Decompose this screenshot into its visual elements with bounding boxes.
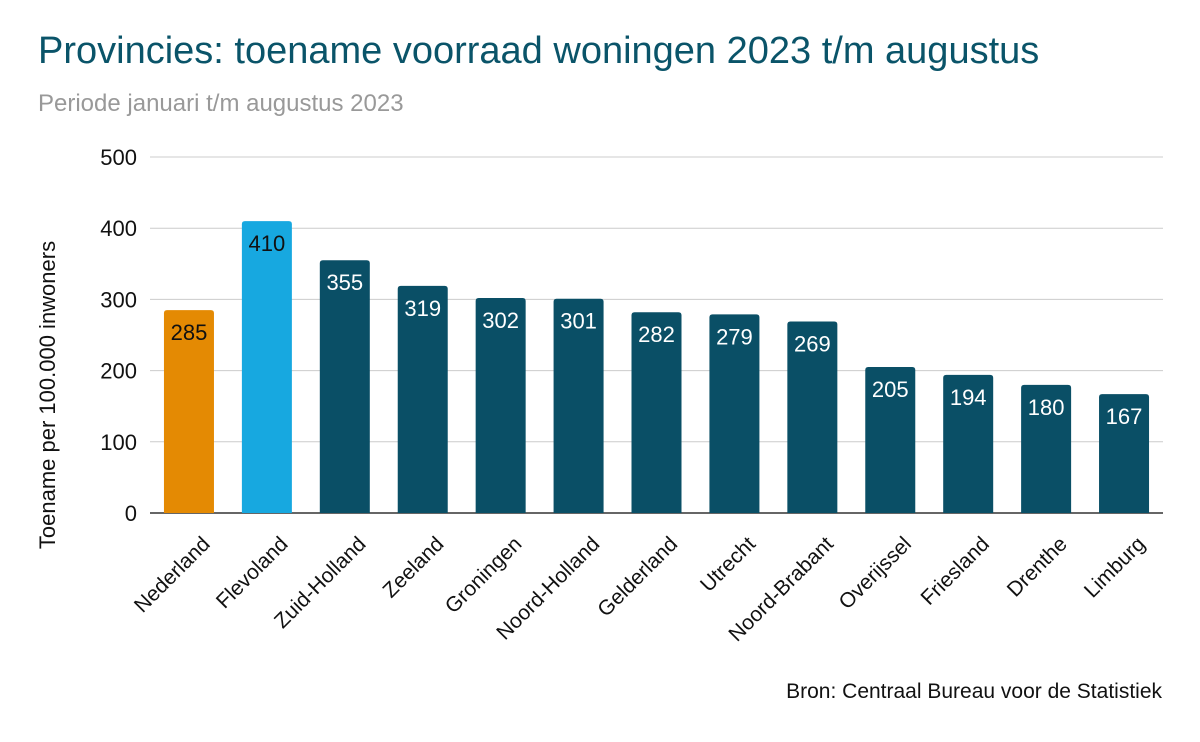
- chart-subtitle: Periode januari t/m augustus 2023: [38, 90, 404, 117]
- bar-zuid-holland: [319, 260, 370, 513]
- bar-drenthe: [1021, 384, 1072, 513]
- x-tick-label: Zeeland: [379, 532, 449, 602]
- bar-value-label: 194: [950, 385, 987, 410]
- bar-value-label: 205: [872, 377, 909, 402]
- x-tick-label: Gelderland: [593, 532, 682, 621]
- y-tick-label: 200: [100, 359, 137, 384]
- y-tick-label: 500: [100, 145, 137, 170]
- y-tick-label: 300: [100, 287, 137, 312]
- bar-flevoland: [241, 221, 292, 513]
- bar-value-label: 319: [404, 296, 441, 321]
- source-note: Bron: Centraal Bureau voor de Statistiek: [786, 680, 1162, 703]
- bar-value-label: 302: [482, 308, 519, 333]
- y-axis-label: Toename per 100.000 inwoners: [35, 241, 60, 549]
- x-tick-label: Friesland: [917, 532, 994, 609]
- x-tick-label: Nederland: [130, 532, 215, 617]
- y-tick-label: 100: [100, 430, 137, 455]
- bar-zeeland: [397, 285, 448, 513]
- bar-groningen: [475, 297, 526, 513]
- x-tick-label: Drenthe: [1003, 532, 1072, 601]
- bar-overijssel: [865, 367, 916, 513]
- chart-title: Provincies: toename voorraad woningen 20…: [38, 30, 1040, 72]
- bar-value-label: 167: [1106, 404, 1143, 429]
- bar-value-label: 279: [716, 324, 753, 349]
- y-tick-label: 0: [125, 501, 137, 526]
- x-tick-label: Limburg: [1080, 532, 1150, 602]
- bar-utrecht: [709, 314, 760, 513]
- x-tick-label: Overijssel: [835, 532, 916, 613]
- bar-noord-holland: [553, 298, 604, 513]
- bar-value-label: 180: [1028, 395, 1065, 420]
- bar-limburg: [1099, 394, 1150, 513]
- bar-gelderland: [631, 312, 682, 513]
- bar-value-label: 269: [794, 331, 831, 356]
- y-tick-label: 400: [100, 216, 137, 241]
- bar-value-label: 410: [249, 231, 286, 256]
- bar-value-label: 282: [638, 322, 675, 347]
- x-tick-label: Utrecht: [696, 532, 760, 596]
- bar-noord-brabant: [787, 321, 838, 513]
- bar-value-label: 301: [560, 309, 597, 334]
- x-tick-label: Flevoland: [212, 532, 293, 613]
- bar-friesland: [943, 374, 994, 513]
- bar-nederland: [163, 310, 214, 513]
- bar-value-label: 285: [171, 320, 208, 345]
- x-tick-label: Groningen: [441, 532, 527, 618]
- bars: 285 410 355 319 302 301 282 279 269 205 194 180 167: [163, 221, 1150, 513]
- y-axis-ticks: 0 100 200 300 400 500: [100, 145, 137, 526]
- bar-value-label: 355: [326, 270, 363, 295]
